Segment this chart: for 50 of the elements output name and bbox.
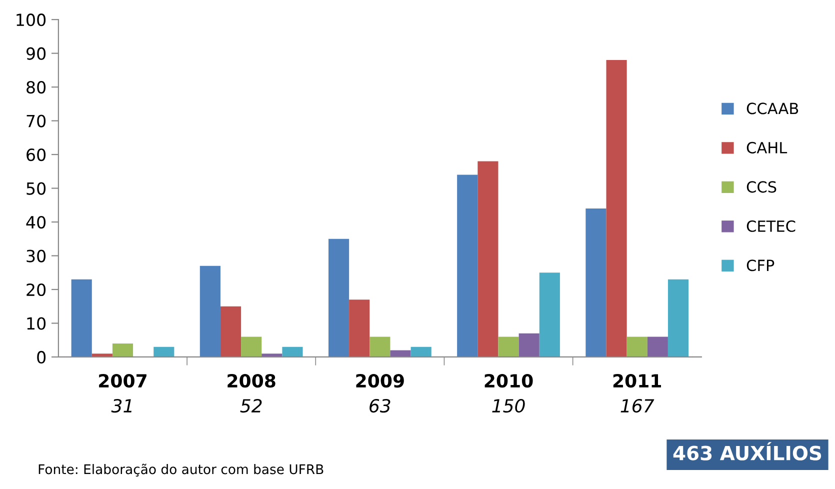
x-tick-label: 2008 [228,374,276,388]
bar [410,346,432,357]
x-tick-label: 2010 [484,374,533,388]
bar [200,266,220,357]
y-tick-label: 60 [26,148,46,162]
legend-label: CFP [746,260,774,272]
bar [647,336,668,357]
y-tick-label: 0 [37,350,46,364]
y-tick-label: 100 [16,14,46,26]
y-tick-label: 10 [27,317,46,330]
text: 52 [240,398,262,413]
bar [112,343,134,357]
bar [220,306,242,357]
bar [370,336,390,357]
y-tick-label: 80 [26,81,46,94]
bar [71,279,92,357]
legend-label: CCAAB [746,102,798,114]
bar [606,60,627,357]
bar [241,336,262,357]
y-tick-label: 20 [26,283,46,296]
y-tick-label: 70 [26,114,46,128]
bar [457,174,478,357]
legend-label: CETEC [746,220,796,232]
legend-label: CAHL [746,142,788,154]
y-tick-label: 50 [26,182,46,195]
bar [668,279,689,357]
text: 150 [492,398,525,413]
bar [154,346,174,357]
y-tick-label: 30 [26,250,46,262]
x-tick-label: 2011 [613,374,661,388]
text: 63 [370,398,390,413]
x-tick-label: 2009 [356,374,404,388]
bar [328,238,350,357]
y-tick-label: 40 [26,216,46,229]
bar [390,350,411,357]
y-tick-label: 90 [26,47,46,60]
bar [282,346,303,357]
text: 463 AUXÍLIOS [673,442,822,460]
x-tick-label: 2007 [99,374,146,388]
bar [349,300,370,357]
bar [539,272,560,357]
bar [518,333,540,357]
bar [498,336,519,357]
text: 167 [620,398,654,413]
bar [478,161,498,357]
source-note: Fonte: Elaboração do autor com base UFRB [38,464,324,477]
legend-label: CCS [746,181,776,193]
text: 31 [111,398,132,413]
bar [626,336,648,357]
bar [586,208,606,357]
